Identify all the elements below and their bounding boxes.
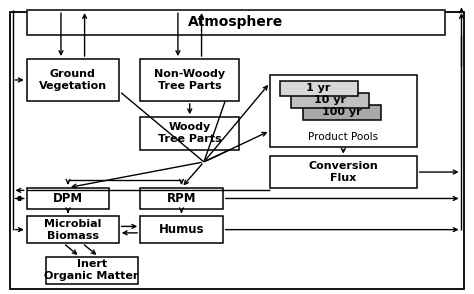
Text: Ground
Vegetation: Ground Vegetation <box>39 69 107 91</box>
Text: Microbial
Biomass: Microbial Biomass <box>44 219 101 240</box>
FancyBboxPatch shape <box>46 257 138 284</box>
Text: RPM: RPM <box>167 192 196 205</box>
FancyBboxPatch shape <box>27 59 119 101</box>
FancyBboxPatch shape <box>27 188 109 209</box>
FancyBboxPatch shape <box>27 10 445 35</box>
Text: Humus: Humus <box>159 223 204 236</box>
Text: 10 yr: 10 yr <box>314 95 346 105</box>
Text: Conversion
Flux: Conversion Flux <box>309 161 378 183</box>
Text: Atmosphere: Atmosphere <box>188 15 283 29</box>
Text: Inert
Organic Matter: Inert Organic Matter <box>45 259 139 281</box>
Text: 1 yr: 1 yr <box>306 83 331 93</box>
Text: Woody
Tree Parts: Woody Tree Parts <box>158 123 221 144</box>
FancyBboxPatch shape <box>140 188 223 209</box>
FancyBboxPatch shape <box>140 216 223 243</box>
FancyBboxPatch shape <box>280 81 357 96</box>
Text: DPM: DPM <box>53 192 83 205</box>
FancyBboxPatch shape <box>10 11 464 289</box>
FancyBboxPatch shape <box>303 105 381 120</box>
FancyBboxPatch shape <box>270 156 417 188</box>
Text: Product Pools: Product Pools <box>308 132 378 142</box>
FancyBboxPatch shape <box>270 75 417 147</box>
Text: Non-Woody
Tree Parts: Non-Woody Tree Parts <box>154 69 225 91</box>
FancyBboxPatch shape <box>27 216 119 243</box>
FancyBboxPatch shape <box>140 117 239 150</box>
FancyBboxPatch shape <box>292 93 369 108</box>
Text: 100 yr: 100 yr <box>322 107 362 118</box>
FancyBboxPatch shape <box>140 59 239 101</box>
